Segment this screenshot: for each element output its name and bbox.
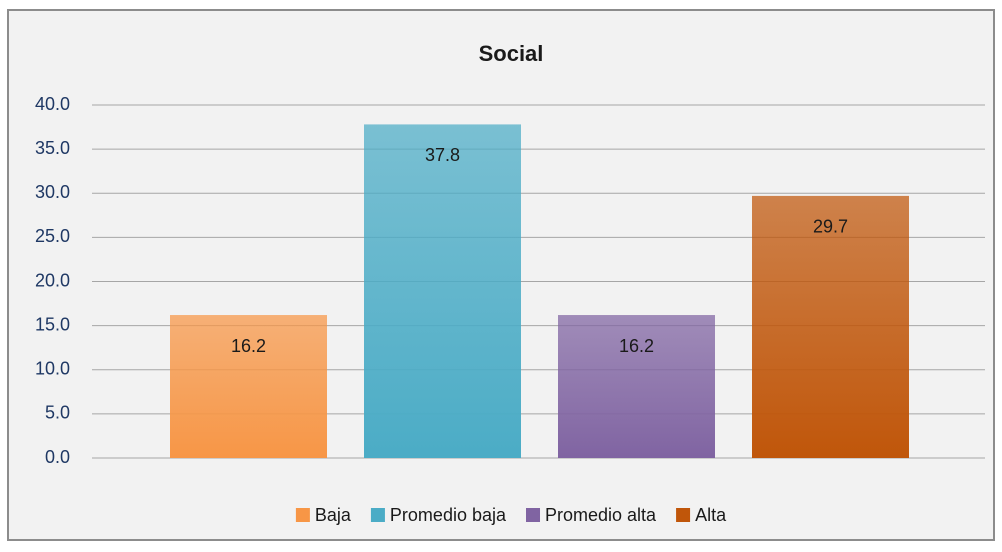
bar [170,315,327,458]
data-label: 16.2 [619,336,654,356]
legend-swatch [676,508,691,522]
y-tick-label: 35.0 [35,138,70,158]
chart-title: Social [479,41,544,66]
legend-label: Alta [695,505,727,525]
data-label: 16.2 [231,336,266,356]
legend-label: Promedio baja [390,505,507,525]
legend-swatch [295,508,310,522]
y-tick-label: 25.0 [35,226,70,246]
y-tick-label: 15.0 [35,314,70,334]
bar [364,124,521,458]
legend-swatch [526,508,541,522]
data-label: 29.7 [813,217,848,237]
y-tick-label: 20.0 [35,270,70,290]
legend-label: Baja [315,505,352,525]
bar [752,195,909,458]
legend-label: Promedio alta [545,505,657,525]
y-tick-label: 40.0 [35,94,70,114]
legend-swatch [370,508,385,522]
bar [558,315,715,458]
data-label: 37.8 [425,145,460,165]
y-tick-label: 5.0 [45,403,70,423]
y-tick-label: 10.0 [35,359,70,379]
y-tick-label: 0.0 [45,447,70,467]
y-tick-label: 30.0 [35,182,70,202]
